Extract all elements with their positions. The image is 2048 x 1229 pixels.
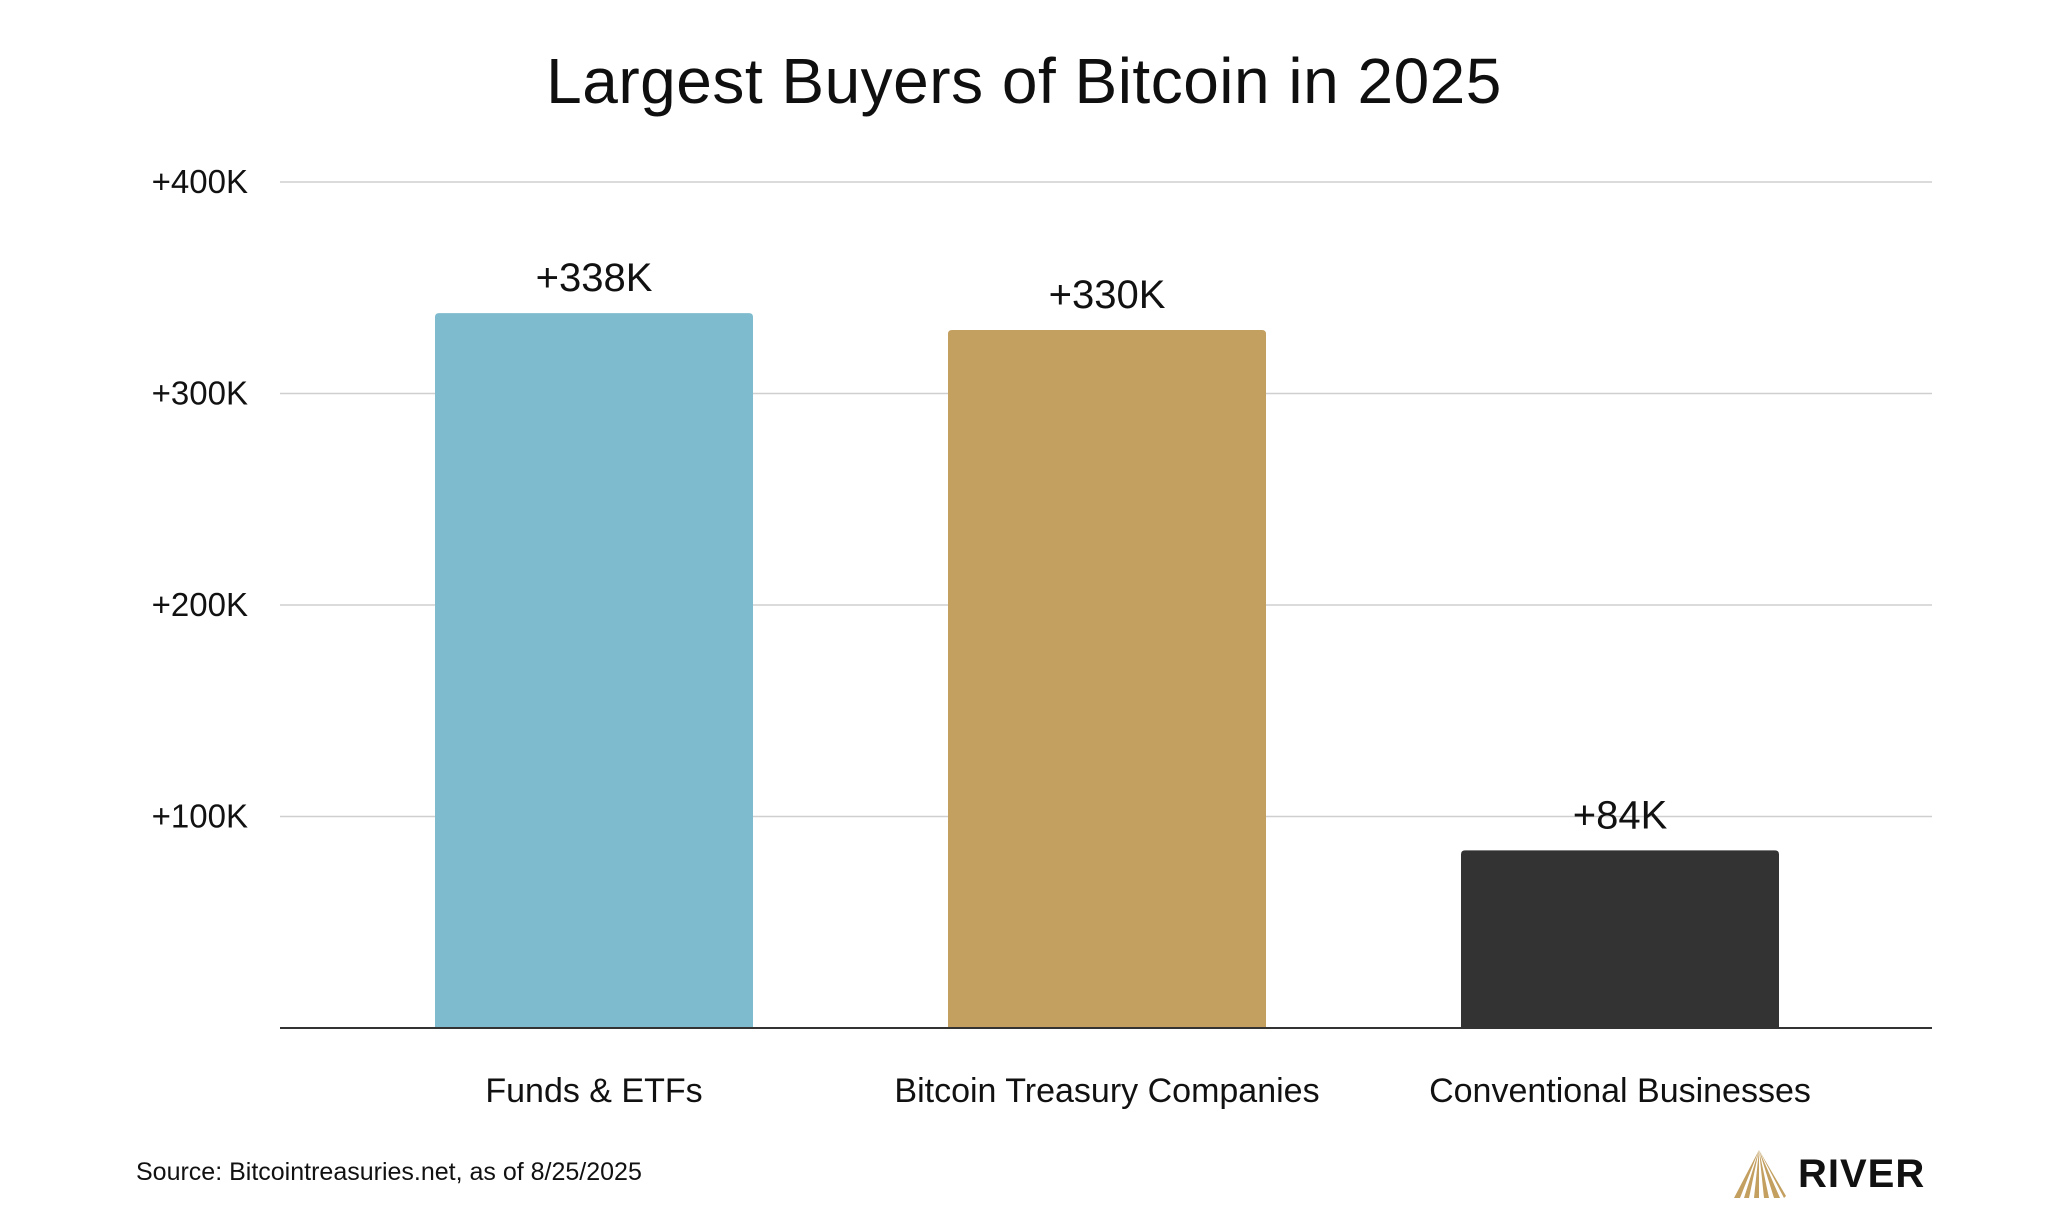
y-tick-label: +300K [152,375,248,412]
x-category-label: Conventional Businesses [1429,1072,1811,1110]
bar [948,330,1266,1028]
x-category-label: Bitcoin Treasury Companies [894,1072,1319,1110]
y-tick-label: +400K [152,163,248,200]
bar [1461,850,1779,1028]
river-logo: RIVER [1730,1148,1925,1200]
x-category-label: Funds & ETFs [485,1072,702,1110]
data-label: +338K [536,256,653,300]
source-note: Source: Bitcointreasuries.net, as of 8/2… [136,1158,642,1186]
river-mountain-icon [1734,1150,1786,1198]
bar [435,313,753,1028]
y-tick-label: +200K [152,586,248,623]
y-tick-label: +100K [152,798,248,835]
data-label: +84K [1573,793,1668,837]
data-label: +330K [1049,273,1166,317]
logo-wordmark: RIVER [1798,1152,1926,1196]
chart-title: Largest Buyers of Bitcoin in 2025 [546,45,1502,117]
